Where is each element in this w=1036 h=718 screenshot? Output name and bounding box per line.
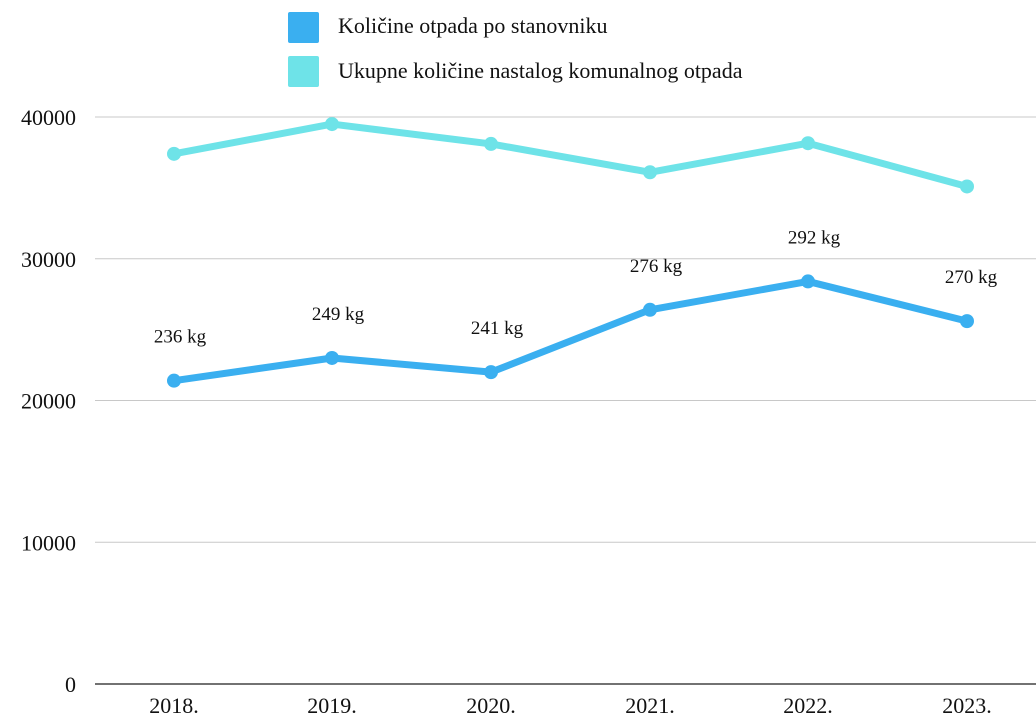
x-tick-label: 2021. — [625, 693, 675, 718]
data-point-per-capita — [325, 350, 339, 365]
y-tick-label: 0 — [65, 672, 76, 697]
x-tick-label: 2023. — [942, 693, 992, 718]
y-axis-tick-labels: 0 10000 20000 30000 40000 — [21, 105, 76, 697]
data-label: 292 kg — [788, 227, 841, 248]
data-point-total — [960, 179, 974, 194]
grid-lines — [95, 116, 1036, 685]
y-tick-label: 20000 — [21, 389, 76, 414]
data-label: 236 kg — [154, 327, 207, 348]
data-point-total — [801, 136, 815, 151]
data-point-per-capita — [484, 365, 498, 380]
legend-swatch-total — [288, 56, 319, 87]
data-label: 270 kg — [945, 267, 998, 288]
data-point-total — [167, 146, 181, 161]
data-point-total — [643, 165, 657, 180]
y-tick-label: 40000 — [21, 105, 76, 130]
data-point-per-capita — [643, 302, 657, 317]
legend-swatch-per-capita — [288, 12, 319, 43]
data-point-total — [484, 136, 498, 151]
y-tick-label: 30000 — [21, 247, 76, 272]
series-lines: 236 kg 249 kg 241 kg 276 kg 292 kg 270 kg — [154, 117, 998, 388]
x-tick-label: 2022. — [783, 693, 833, 718]
data-point-total — [325, 117, 339, 132]
series-line-per-capita — [170, 277, 971, 385]
x-tick-label: 2019. — [307, 693, 357, 718]
legend: Količine otpada po stanovniku Ukupne kol… — [288, 12, 743, 87]
data-label: 241 kg — [471, 318, 524, 339]
data-point-per-capita — [960, 314, 974, 329]
x-tick-label: 2018. — [149, 693, 199, 718]
series-line-total — [170, 120, 971, 190]
data-point-per-capita — [801, 274, 815, 289]
x-tick-label: 2020. — [466, 693, 516, 718]
data-label: 276 kg — [630, 256, 683, 277]
legend-label-total: Ukupne količine nastalog komunalnog otpa… — [338, 58, 743, 83]
data-point-per-capita — [167, 373, 181, 388]
x-axis-tick-labels: 2018. 2019. 2020. 2021. 2022. 2023. — [149, 693, 992, 718]
legend-label-per-capita: Količine otpada po stanovniku — [338, 13, 607, 38]
y-tick-label: 10000 — [21, 530, 76, 555]
data-label: 249 kg — [312, 304, 365, 325]
